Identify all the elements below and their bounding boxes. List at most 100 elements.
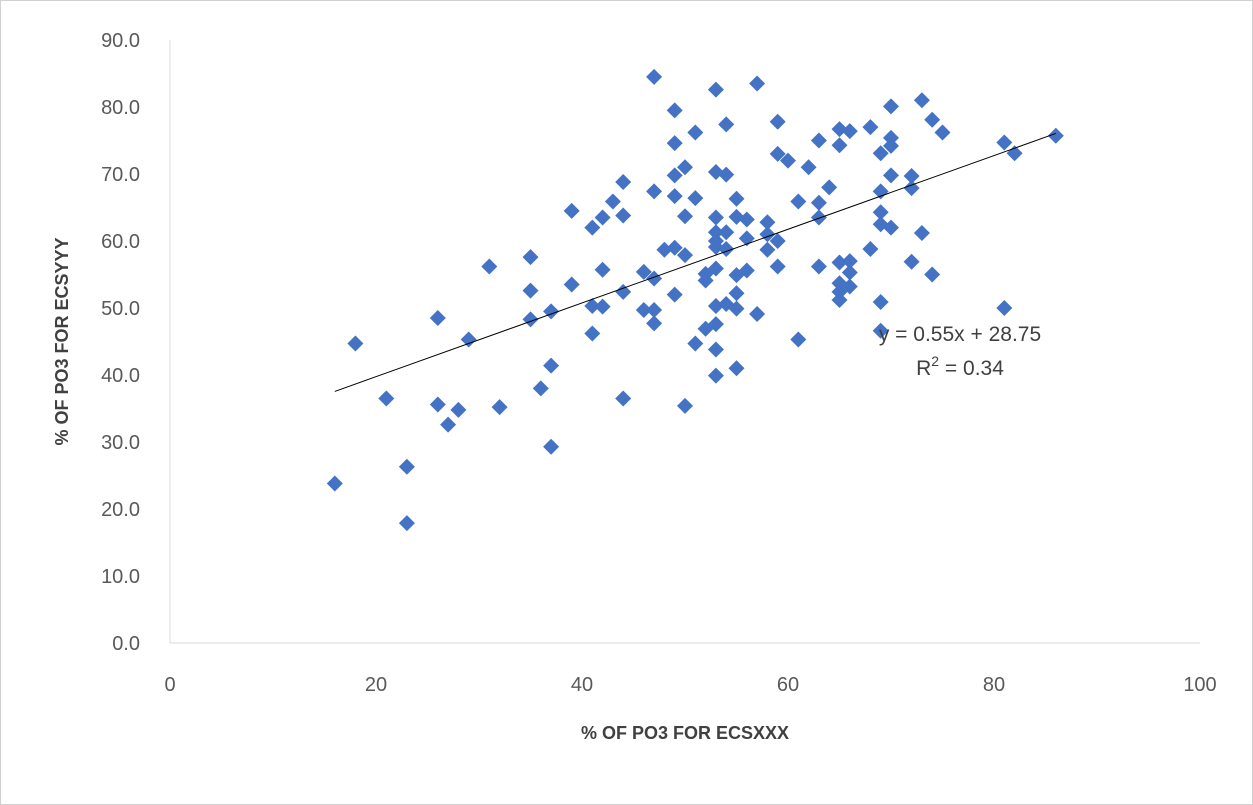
r-squared-exponent: 2 [931, 353, 939, 369]
data-point [718, 166, 735, 183]
data-point [687, 124, 704, 141]
data-point [707, 316, 724, 333]
x-axis-title: % OF PO3 FOR ECSXXX [581, 723, 789, 743]
data-point [769, 258, 786, 275]
data-point [749, 75, 766, 92]
data-point [872, 293, 889, 310]
data-point [646, 68, 663, 85]
data-point [831, 291, 848, 308]
data-point [872, 145, 889, 162]
data-point [996, 134, 1013, 151]
data-point [532, 380, 549, 397]
data-point [749, 306, 766, 323]
x-tick-label: 40 [571, 674, 593, 696]
data-point [666, 286, 683, 303]
data-point [594, 209, 611, 226]
y-tick-label: 80.0 [101, 97, 140, 119]
y-tick-label: 30.0 [101, 432, 140, 454]
data-point [831, 121, 848, 138]
data-point [769, 233, 786, 249]
y-tick-label: 40.0 [101, 365, 140, 387]
data-point [738, 262, 755, 279]
data-point [883, 137, 899, 154]
data-point [666, 239, 683, 256]
x-tick-label: 80 [983, 674, 1005, 696]
data-point [810, 258, 827, 275]
data-point [924, 266, 941, 283]
data-point [841, 123, 858, 140]
data-point [872, 322, 889, 339]
y-tick-label: 50.0 [101, 298, 140, 320]
data-point [687, 190, 704, 207]
data-point [862, 119, 879, 136]
data-point [697, 272, 714, 289]
data-point [543, 357, 560, 374]
data-point [677, 208, 693, 225]
data-point [491, 399, 508, 416]
data-point [707, 297, 724, 314]
data-point [429, 310, 446, 327]
data-point [481, 258, 498, 275]
data-point [398, 458, 415, 475]
data-point [883, 219, 899, 236]
data-point [450, 401, 467, 418]
data-point [677, 397, 693, 414]
data-point [677, 159, 693, 176]
data-point [903, 253, 920, 270]
data-point [903, 180, 920, 197]
data-point [543, 303, 560, 320]
data-point [883, 129, 899, 146]
data-point [738, 211, 755, 228]
data-point [707, 224, 724, 241]
data-point [728, 360, 745, 377]
data-point [1006, 145, 1023, 162]
data-point [996, 300, 1013, 316]
r-squared-value: = 0.34 [939, 357, 1004, 380]
data-point [326, 475, 343, 492]
data-point [646, 270, 663, 287]
x-tick-label: 60 [777, 674, 799, 696]
data-point [646, 183, 663, 200]
data-point [800, 159, 817, 176]
data-point [543, 438, 560, 455]
y-tick-label: 90.0 [101, 30, 140, 52]
data-point [347, 335, 364, 352]
y-tick-label: 70.0 [101, 164, 140, 186]
data-point [769, 145, 786, 162]
data-point [522, 282, 539, 299]
data-point [635, 263, 652, 280]
data-point [707, 260, 724, 277]
data-point [656, 241, 673, 258]
trendline-equation: y = 0.55x + 28.75 [879, 323, 1041, 346]
data-point [677, 247, 693, 264]
r-squared-label: R2 = 0.34 [916, 353, 1004, 380]
data-point [903, 168, 920, 185]
data-point [718, 224, 735, 241]
data-point [615, 390, 632, 407]
data-point [883, 167, 899, 184]
data-point [1047, 127, 1064, 144]
x-tick-label: 20 [365, 674, 387, 696]
data-point [707, 341, 724, 358]
data-point [862, 241, 879, 258]
x-tick-label: 0 [164, 674, 175, 696]
data-point [810, 194, 827, 211]
data-point [707, 209, 724, 226]
data-point [646, 302, 663, 319]
data-point [780, 152, 796, 169]
y-tick-label: 60.0 [101, 231, 140, 253]
data-point [666, 135, 683, 152]
data-point [615, 207, 632, 224]
y-axis: 0.0 10.0 20.0 30.0 40.0 50.0 60.0 70.0 80.0 90.0 [101, 30, 171, 655]
data-point [707, 367, 724, 384]
data-point [522, 311, 539, 328]
data-point [810, 209, 827, 226]
data-point [584, 297, 601, 314]
data-point [872, 183, 889, 200]
r-squared-prefix: R [916, 357, 931, 380]
data-point [728, 285, 745, 302]
data-point [604, 193, 621, 210]
data-point [615, 174, 632, 191]
data-point [460, 331, 477, 348]
